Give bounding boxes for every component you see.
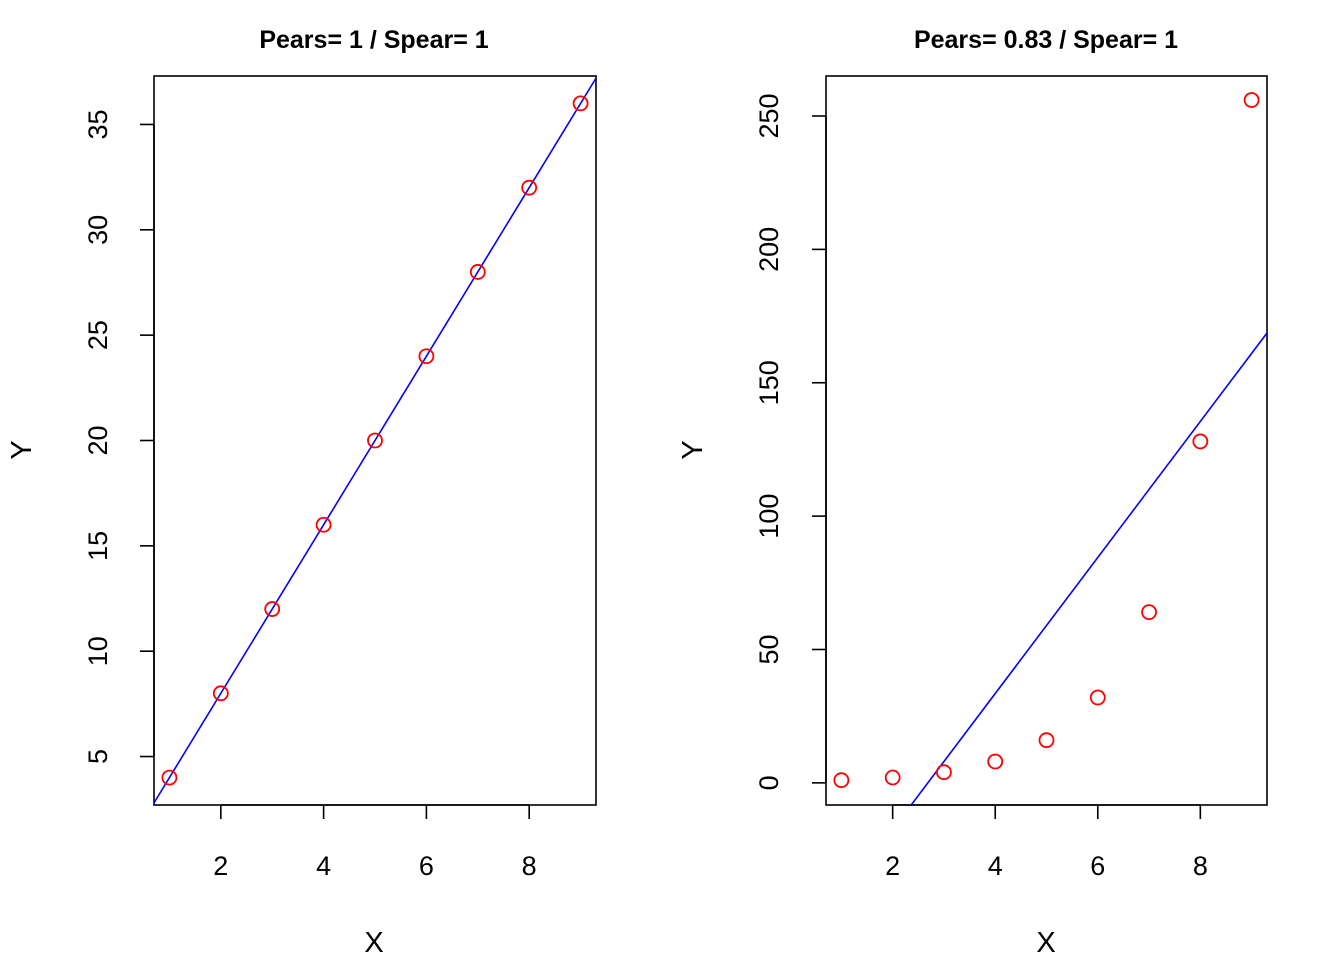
left-data-point xyxy=(264,601,281,617)
left-x-tick-label: 4 xyxy=(316,851,331,881)
left-y-tick-label: 15 xyxy=(83,531,113,561)
left-y-tick-label: 35 xyxy=(83,109,113,139)
right-data-point xyxy=(884,769,901,786)
right-x-tick-label: 6 xyxy=(1090,851,1105,881)
left-y-tick-label: 30 xyxy=(83,215,113,245)
right-y-axis-title: Y xyxy=(677,440,709,459)
left-y-tick-label: 20 xyxy=(83,425,113,455)
right-data-point xyxy=(936,764,952,781)
left-scatter-panel: Pears= 1 / Spear= 1 X Y 2 4 6 8 5 10 15 20 25 30 3… xyxy=(6,26,597,959)
right-data-point xyxy=(1243,92,1260,108)
left-data-point xyxy=(367,432,383,449)
right-plot-frame xyxy=(825,75,1268,806)
left-y-tick-label: 10 xyxy=(83,636,113,666)
right-data-point xyxy=(1038,732,1055,749)
left-data-point xyxy=(469,264,486,280)
left-data-point xyxy=(418,348,435,365)
right-data-point xyxy=(987,753,1004,770)
right-x-tick-label: 2 xyxy=(885,851,900,881)
left-x-tick-label: 2 xyxy=(213,851,228,881)
right-x-tick-label: 8 xyxy=(1193,851,1208,881)
right-y-tick-label: 50 xyxy=(754,634,784,664)
left-data-point xyxy=(212,685,229,702)
right-data-point xyxy=(833,772,850,789)
left-data-point xyxy=(521,179,538,196)
left-data-point xyxy=(315,516,332,533)
right-y-tick-label: 250 xyxy=(754,93,784,138)
left-y-axis-title: Y xyxy=(6,440,38,459)
right-data-point xyxy=(1141,604,1157,621)
left-fit-line xyxy=(154,76,596,805)
right-x-axis-title: X xyxy=(1036,927,1055,959)
right-fit-line xyxy=(910,331,1267,805)
right-data-point xyxy=(1089,689,1106,706)
right-y-tick-label: 150 xyxy=(754,360,784,405)
right-data-point xyxy=(1192,433,1209,450)
right-y-tick-label: 100 xyxy=(754,494,784,539)
left-y-tick-label: 25 xyxy=(83,320,113,350)
left-x-axis-title: X xyxy=(364,927,383,959)
left-x-tick-label: 8 xyxy=(522,851,537,881)
left-y-tick-label: 5 xyxy=(83,749,113,764)
left-data-point xyxy=(161,769,178,786)
right-x-tick-label: 4 xyxy=(988,851,1003,881)
right-scatter-panel: Pears= 0.83 / Spear= 1 X Y 2 4 6 8 0 50 100 150… xyxy=(677,26,1268,959)
left-x-tick-label: 6 xyxy=(419,851,434,881)
left-chart-title: Pears= 1 / Spear= 1 xyxy=(259,26,488,54)
right-y-tick-label: 0 xyxy=(754,775,784,790)
right-y-tick-label: 200 xyxy=(754,227,784,272)
right-chart-title: Pears= 0.83 / Spear= 1 xyxy=(914,26,1178,54)
left-data-point xyxy=(572,95,589,112)
